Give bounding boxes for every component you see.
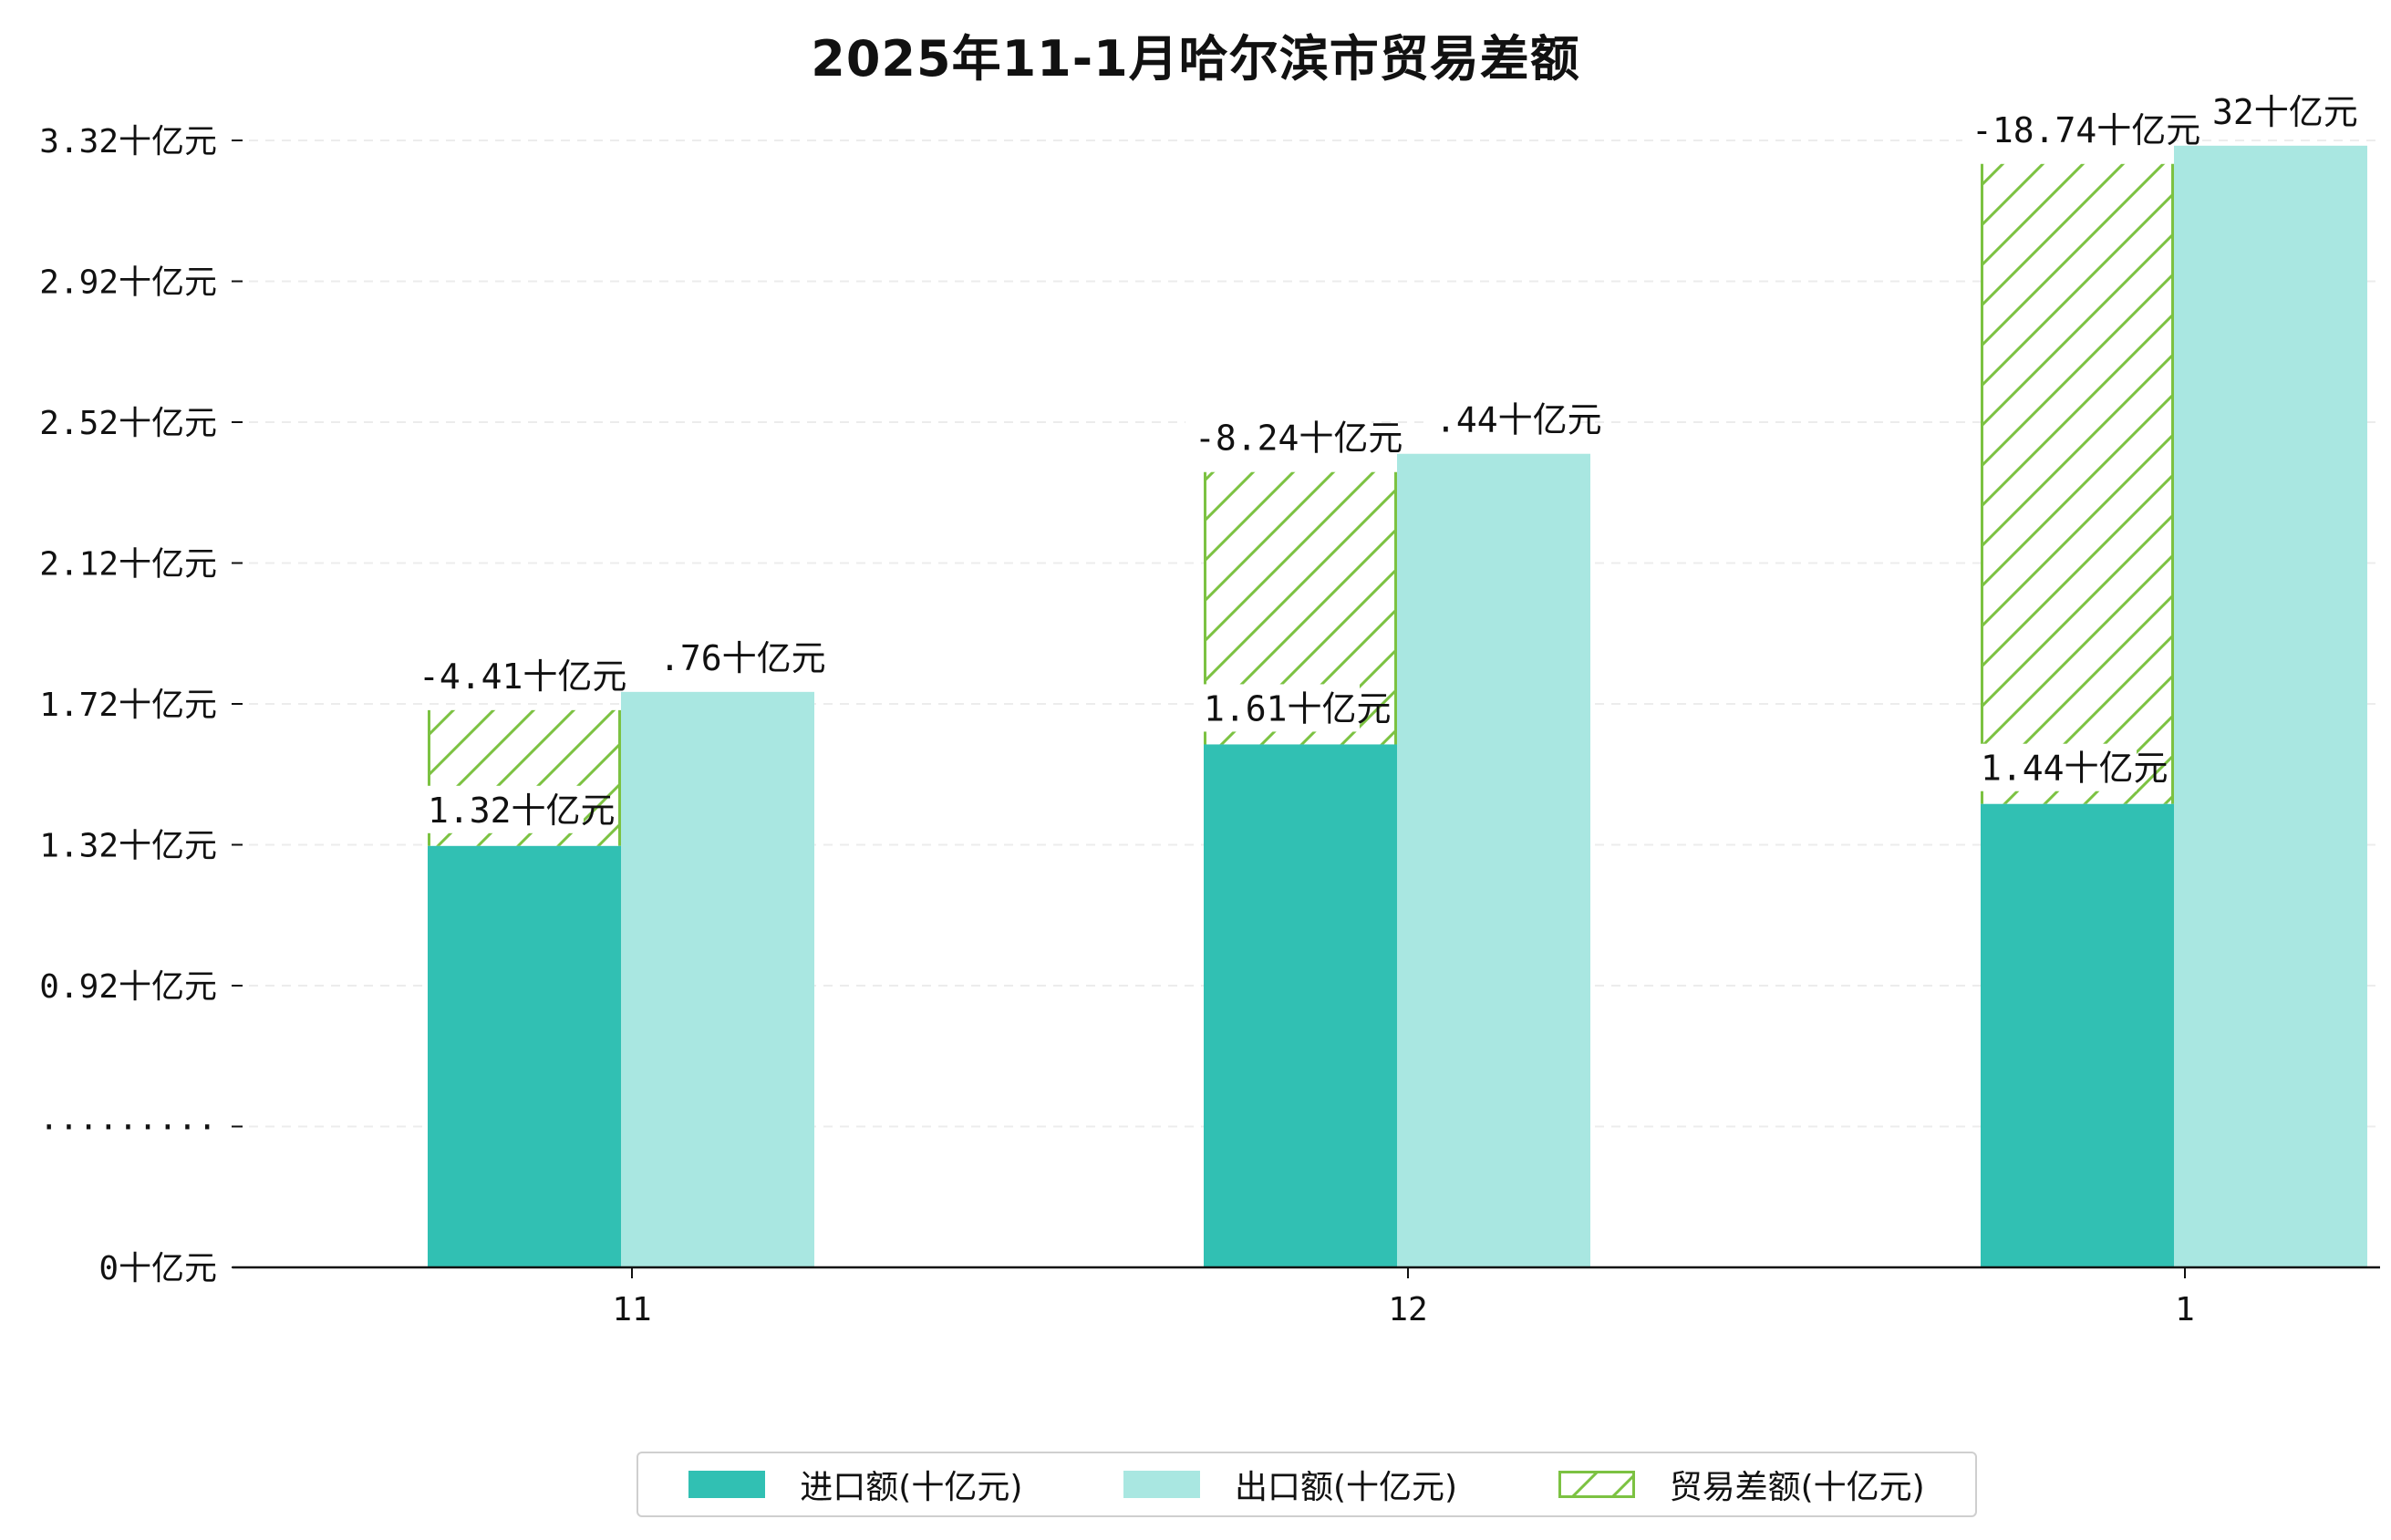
legend: 进口额(十亿元) 出口额(十亿元) 贸易差额(十亿元) [637, 1452, 1977, 1517]
y-tick-label: 0.92十亿元 [39, 968, 217, 1006]
legend-swatch-import [688, 1471, 766, 1498]
data-label-import-bg [419, 785, 584, 833]
legend-label-import: 进口额(十亿元) [800, 1469, 1023, 1506]
data-label-balance: -4.41十亿元 [419, 656, 626, 697]
bar-balance [1981, 163, 2174, 804]
data-label-export: .76十亿元 [659, 638, 826, 678]
y-tick-label: 2.92十亿元 [39, 264, 217, 302]
y-tick-label: 1.32十亿元 [39, 828, 217, 865]
data-label-balance: -8.24十亿元 [1195, 419, 1403, 459]
chart-title: 2025年11-1月哈尔滨市贸易差额 [811, 30, 1580, 88]
data-label-export: 32十亿元 [2212, 92, 2358, 132]
legend-swatch-balance [1558, 1471, 1635, 1498]
y-tick-label: 1.72十亿元 [39, 687, 217, 724]
y-tick-label: 2.12十亿元 [39, 546, 217, 584]
legend-label-balance: 贸易差额(十亿元) [1669, 1469, 1925, 1506]
data-label-import-bg [1195, 684, 1360, 732]
legend-item-export: 出口额(十亿元) [1123, 1461, 1457, 1508]
y-tick-label: ········· [39, 1110, 217, 1147]
x-tick-label: 12 [1388, 1291, 1427, 1328]
data-label-import-bg [1972, 743, 2137, 791]
data-label-balance-bg [1185, 413, 1371, 461]
data-label-export-bg [650, 633, 794, 681]
y-tick-label: 0十亿元 [98, 1250, 217, 1287]
data-label-import: 1.61十亿元 [1204, 688, 1392, 729]
data-label-import: 1.32十亿元 [428, 791, 616, 831]
data-label-balance: -18.74十亿元 [1972, 110, 2200, 150]
bar-import [1204, 744, 1397, 1267]
bar-export [2174, 145, 2367, 1267]
x-tick-label: 1 [2175, 1291, 2195, 1328]
y-tick-label: 2.52十亿元 [39, 405, 217, 442]
legend-item-balance: 贸易差额(十亿元) [1558, 1461, 1925, 1508]
data-label-export-bg [1426, 395, 1570, 443]
legend-label-export: 出口额(十亿元) [1234, 1469, 1458, 1506]
chart-plot: 0十亿元 ········· 0.92十亿元 1.32十亿元 1.72十亿元 2.12十亿… [38, 87, 2380, 1328]
data-label-import: 1.44十亿元 [1981, 749, 2168, 789]
legend-item-import: 进口额(十亿元) [688, 1461, 1022, 1508]
data-label-export: .44十亿元 [1435, 400, 1602, 440]
bar-import [1981, 803, 2174, 1267]
bar-export [621, 691, 814, 1267]
data-label-export-bg [2203, 87, 2326, 135]
bar-export [1397, 453, 1590, 1268]
y-tick-label: 3.32十亿元 [39, 123, 217, 160]
legend-swatch-export [1123, 1471, 1200, 1498]
data-label-balance-bg [409, 651, 595, 699]
data-label-balance-bg [1962, 105, 2169, 153]
x-tick-label: 11 [612, 1291, 651, 1328]
bar-import [428, 845, 621, 1267]
